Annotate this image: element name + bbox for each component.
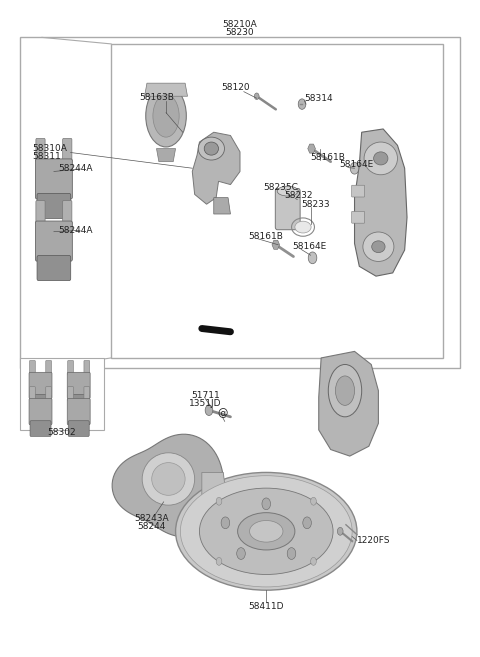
FancyBboxPatch shape xyxy=(68,361,73,375)
Circle shape xyxy=(287,548,296,559)
Text: 58244A: 58244A xyxy=(59,226,93,235)
Polygon shape xyxy=(144,83,188,97)
Circle shape xyxy=(221,517,230,529)
Text: @: @ xyxy=(217,409,228,419)
FancyBboxPatch shape xyxy=(352,212,364,223)
Polygon shape xyxy=(214,198,230,214)
Polygon shape xyxy=(355,129,407,276)
Ellipse shape xyxy=(180,476,352,587)
Circle shape xyxy=(311,557,316,565)
FancyBboxPatch shape xyxy=(276,189,300,230)
FancyBboxPatch shape xyxy=(84,387,90,401)
Bar xyxy=(111,44,443,358)
Ellipse shape xyxy=(198,137,225,160)
Circle shape xyxy=(337,528,343,535)
Circle shape xyxy=(216,557,222,565)
Text: 58244A: 58244A xyxy=(59,164,93,173)
FancyBboxPatch shape xyxy=(37,256,71,281)
Polygon shape xyxy=(192,132,240,204)
Polygon shape xyxy=(319,351,378,456)
FancyBboxPatch shape xyxy=(68,420,89,436)
Text: 58232: 58232 xyxy=(284,191,312,200)
Text: 1351JD: 1351JD xyxy=(189,399,221,407)
Text: 58233: 58233 xyxy=(301,200,330,209)
Circle shape xyxy=(254,93,259,99)
Circle shape xyxy=(308,252,317,263)
FancyBboxPatch shape xyxy=(36,200,45,224)
Ellipse shape xyxy=(295,221,311,233)
Text: 58161B: 58161B xyxy=(311,152,346,162)
FancyBboxPatch shape xyxy=(68,387,73,401)
FancyBboxPatch shape xyxy=(29,373,52,399)
Text: 58230: 58230 xyxy=(226,28,254,37)
Ellipse shape xyxy=(153,95,179,137)
Polygon shape xyxy=(272,240,280,249)
FancyBboxPatch shape xyxy=(30,361,35,375)
Polygon shape xyxy=(308,144,315,153)
Polygon shape xyxy=(112,434,224,537)
Circle shape xyxy=(298,99,306,109)
FancyBboxPatch shape xyxy=(68,395,89,410)
FancyBboxPatch shape xyxy=(67,399,90,424)
Ellipse shape xyxy=(146,85,186,147)
Ellipse shape xyxy=(176,472,357,590)
Text: 58411D: 58411D xyxy=(249,602,284,611)
FancyBboxPatch shape xyxy=(36,221,72,261)
Ellipse shape xyxy=(328,365,362,417)
FancyBboxPatch shape xyxy=(46,361,51,375)
Ellipse shape xyxy=(372,241,385,252)
Text: 58311: 58311 xyxy=(33,152,61,161)
Text: 58314: 58314 xyxy=(304,95,333,103)
Ellipse shape xyxy=(152,463,185,495)
Text: 1220FS: 1220FS xyxy=(357,536,390,545)
Polygon shape xyxy=(156,148,176,162)
Polygon shape xyxy=(202,472,226,512)
Ellipse shape xyxy=(373,152,388,165)
Ellipse shape xyxy=(204,142,218,155)
Text: 58235C: 58235C xyxy=(263,183,298,192)
Ellipse shape xyxy=(142,453,195,505)
Text: 58164E: 58164E xyxy=(292,242,327,251)
Circle shape xyxy=(237,548,245,559)
Text: 58244: 58244 xyxy=(138,522,166,531)
FancyBboxPatch shape xyxy=(37,193,71,218)
Circle shape xyxy=(262,498,271,510)
FancyBboxPatch shape xyxy=(29,399,52,424)
FancyBboxPatch shape xyxy=(67,373,90,399)
Circle shape xyxy=(311,497,316,505)
Circle shape xyxy=(350,162,359,174)
FancyBboxPatch shape xyxy=(46,387,51,401)
Text: 58243A: 58243A xyxy=(134,514,169,523)
Text: 58161B: 58161B xyxy=(249,232,284,240)
Text: 58164E: 58164E xyxy=(339,160,373,170)
Circle shape xyxy=(216,497,222,505)
Ellipse shape xyxy=(363,232,394,261)
FancyBboxPatch shape xyxy=(352,185,364,197)
Ellipse shape xyxy=(277,186,298,196)
Text: 58302: 58302 xyxy=(48,428,76,437)
Bar xyxy=(21,358,104,430)
Ellipse shape xyxy=(250,520,283,542)
FancyBboxPatch shape xyxy=(63,139,72,162)
Ellipse shape xyxy=(238,512,295,550)
FancyBboxPatch shape xyxy=(36,159,72,199)
Text: 58210A: 58210A xyxy=(223,20,257,30)
Text: 51711: 51711 xyxy=(191,391,219,399)
Text: 58163B: 58163B xyxy=(139,93,174,102)
Text: 58120: 58120 xyxy=(221,83,250,92)
Circle shape xyxy=(303,517,312,529)
Text: 58310A: 58310A xyxy=(33,144,67,153)
Ellipse shape xyxy=(364,142,397,175)
FancyBboxPatch shape xyxy=(30,420,51,436)
Ellipse shape xyxy=(199,488,333,574)
FancyBboxPatch shape xyxy=(63,200,72,224)
Bar xyxy=(21,37,459,368)
Ellipse shape xyxy=(336,376,355,405)
FancyBboxPatch shape xyxy=(30,387,35,401)
Circle shape xyxy=(205,405,213,415)
FancyBboxPatch shape xyxy=(84,361,90,375)
FancyBboxPatch shape xyxy=(30,395,51,410)
FancyBboxPatch shape xyxy=(36,139,45,162)
